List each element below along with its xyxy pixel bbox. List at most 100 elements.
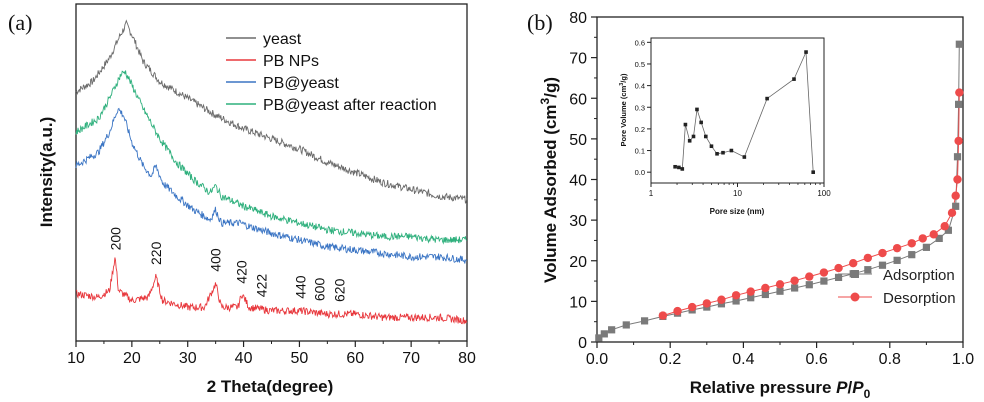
inset-series — [673, 50, 815, 174]
desorption-point — [731, 291, 741, 300]
adsorption-point — [955, 40, 963, 48]
inset-y-tick-label: 0.0 — [635, 168, 645, 177]
desorption-point — [918, 234, 927, 243]
panel-a-legend-label: yeast — [263, 31, 302, 48]
panel-a-legend-label: PB@yeast after reaction — [263, 97, 437, 114]
panel-b-y-tick-label: 40 — [569, 173, 587, 190]
panel-a-legend-label: PB@yeast — [263, 75, 339, 92]
panel-b-x-tick-label: 1.0 — [952, 351, 974, 368]
adsorption-point — [761, 290, 769, 299]
desorption-point — [687, 302, 697, 312]
inset-point — [715, 151, 719, 156]
desorption-point — [947, 208, 957, 218]
inset-y-tick-label: 0.6 — [635, 38, 645, 47]
inset-point — [695, 107, 699, 112]
inset-point — [729, 148, 734, 153]
inset-background — [651, 38, 824, 183]
panel-a-x-axis-label: 2 Theta(degree) — [207, 377, 334, 396]
panel-b-legend-label: Desorption — [883, 290, 956, 307]
desorption-point — [761, 283, 770, 293]
inset-point — [765, 96, 769, 101]
inset-point — [709, 144, 714, 149]
desorption-point — [775, 280, 785, 289]
inset-point — [742, 155, 747, 159]
inset-point — [703, 134, 708, 139]
adsorption-point — [595, 334, 603, 342]
panel-a-peak-label: 220 — [148, 241, 164, 265]
inset-point — [680, 167, 685, 171]
desorption-point — [892, 243, 902, 253]
desorption-point — [951, 191, 960, 200]
desorption-point — [834, 263, 843, 273]
inset-point — [687, 138, 692, 143]
adsorption-point — [834, 273, 843, 282]
desorption-point — [940, 222, 949, 231]
inset-point — [699, 120, 703, 125]
panel-a-series-line — [76, 257, 468, 325]
panel-a-x-tick-label: 60 — [346, 350, 364, 367]
desorption-point — [953, 175, 962, 184]
panel-a-peak-label: 620 — [332, 278, 348, 302]
inset-point — [691, 134, 696, 139]
desorption-point — [849, 258, 858, 268]
desorption-point — [907, 239, 916, 248]
panel-b-x-tick-label: 0.6 — [805, 351, 827, 368]
panel-a-x-ticks: 10 20 30 40 50 60 70 80 — [67, 341, 476, 367]
panel-a-series-line — [75, 19, 468, 204]
panel-a-peak-label: 422 — [253, 274, 269, 298]
panel-b-y-tick-label: 70 — [569, 51, 587, 68]
adsorption-point — [622, 321, 630, 329]
inset-x-tick-label: 10 — [733, 189, 742, 198]
panel-b-y-tick-label: 60 — [569, 91, 587, 108]
adsorption-point — [953, 153, 962, 161]
adsorption-point — [944, 226, 952, 234]
desorption-point — [954, 136, 963, 146]
adsorption-point — [600, 330, 608, 338]
panel-b-y-tick-label: 50 — [569, 132, 587, 149]
adsorption-point — [908, 251, 916, 259]
panel-a-x-tick-label: 30 — [179, 350, 197, 367]
panel-a-peak-label: 440 — [293, 275, 309, 299]
desorption-point — [955, 88, 964, 97]
panel-b-x-tick-label: 0.8 — [879, 351, 901, 368]
desorption-point — [790, 276, 799, 285]
desorption-point — [863, 253, 873, 263]
inset-point — [811, 170, 815, 174]
panel-a-series-line — [75, 107, 468, 264]
inset: 1 10 100 0.0 0.1 0.2 0.3 0.4 0.5 0.6 Pore size (n… — [619, 37, 831, 216]
panel-b-legend-marker — [851, 270, 859, 278]
panel-b-y-axis-label: Volume Adsorbed (cm3/g) — [538, 77, 560, 283]
inset-point — [792, 77, 796, 81]
inset-point — [677, 165, 681, 170]
inset-y-tick-label: 0.5 — [635, 60, 645, 69]
panel-a-legend-label: PB NPs — [263, 53, 319, 70]
inset-y-tick-label: 0.1 — [635, 147, 645, 156]
panel-a-x-tick-label: 40 — [235, 350, 253, 367]
panel-a-peak-label: 400 — [208, 248, 224, 272]
panel-b-y-tick-label: 0 — [578, 335, 587, 352]
panel-a-x-tick-label: 10 — [67, 350, 85, 367]
adsorption-point — [935, 234, 943, 243]
adsorption-point — [922, 243, 930, 251]
panel-b-y-tick-label: 80 — [569, 10, 587, 27]
adsorption-point — [820, 277, 828, 285]
panel-b-legend-label: Adsorption — [883, 267, 955, 284]
adsorption-point — [732, 297, 740, 305]
desorption-point — [878, 248, 887, 258]
inset-point — [673, 164, 677, 169]
adsorption-point — [747, 294, 755, 302]
inset-point — [804, 50, 808, 54]
desorption-point — [805, 272, 814, 281]
adsorption-point — [608, 326, 616, 334]
adsorption-point — [952, 202, 960, 210]
panel-b: (b) 0.0 0.2 0.4 0.6 0.8 1.001020304050607080 … — [527, 10, 974, 401]
panel-a-x-tick-label: 20 — [123, 350, 141, 367]
panel-b-x-tick-label: 0.4 — [732, 351, 754, 368]
panel-b-series — [595, 40, 964, 342]
inset-y-tick-label: 0.4 — [635, 82, 645, 91]
desorption-point — [746, 287, 755, 296]
panel-b-y-tick-label: 10 — [569, 294, 587, 311]
panel-b-y-tick-label: 30 — [569, 213, 587, 230]
